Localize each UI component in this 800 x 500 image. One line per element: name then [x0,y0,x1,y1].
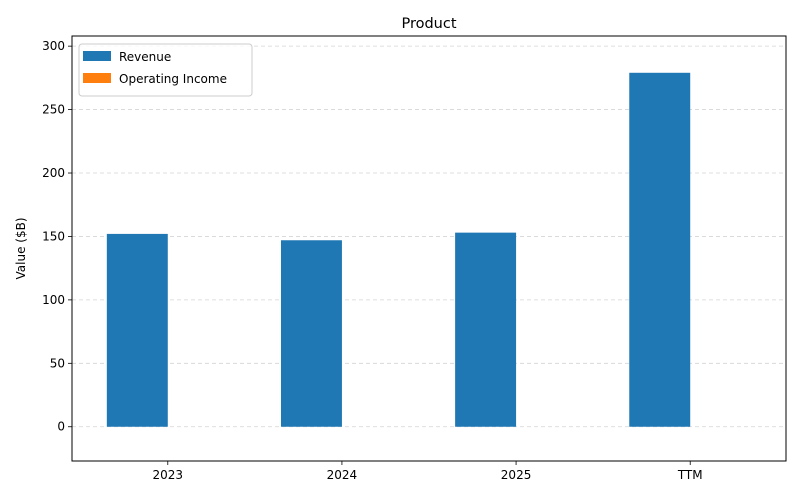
y-tick-label: 150 [42,229,65,243]
legend: Revenue Operating Income [78,43,253,97]
bar-revenue [280,240,342,427]
x-tick-label: TTM [677,468,703,482]
bar-revenue [629,72,691,427]
legend-label: Revenue [119,50,171,64]
y-tick-label: 50 [50,356,65,370]
plot-frame [71,35,787,462]
legend-items: Revenue Operating Income [83,50,227,86]
chart-title: Product [401,16,456,32]
y-tick-label: 0 [57,420,65,434]
legend-swatch [83,73,111,83]
legend-box [78,43,253,97]
y-tick-label: 300 [42,39,65,53]
bars-layer [106,72,691,427]
x-tick-label: 2024 [327,468,358,482]
x-tick-label: 2025 [501,468,532,482]
bar-revenue [106,233,168,427]
y-axis: 0 50 100 150 200 250 300 [42,39,72,434]
y-tick-label: 100 [42,293,65,307]
legend-swatch [83,51,111,61]
y-tick-label: 200 [42,166,65,180]
y-axis-label: Value ($B) [14,218,28,280]
legend-label: Operating Income [119,72,227,86]
bar-revenue [455,232,517,427]
x-axis: 2023 2024 2025 TTM [153,461,703,482]
x-tick-label: 2023 [153,468,184,482]
y-tick-label: 250 [42,103,65,117]
